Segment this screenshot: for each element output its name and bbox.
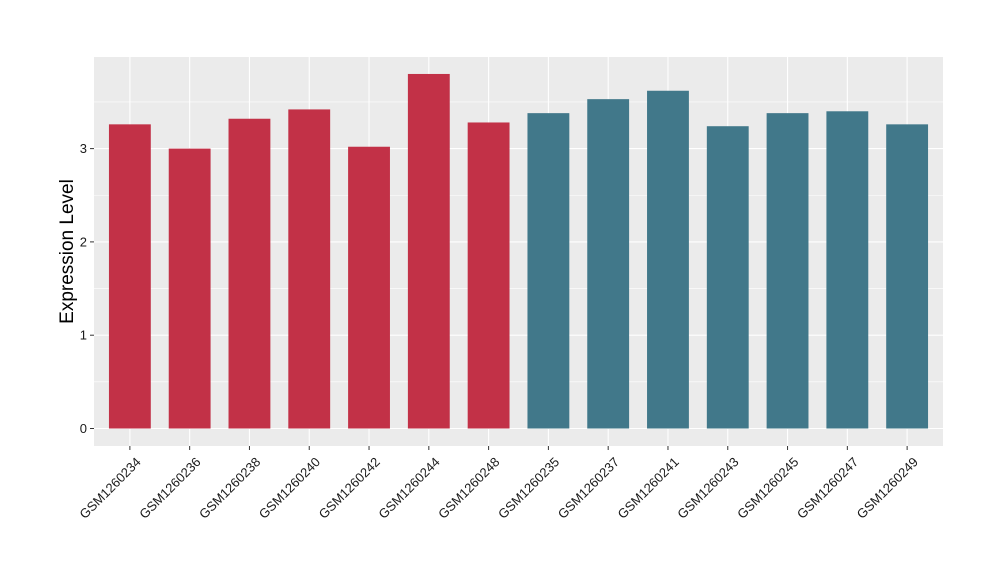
bar-GSM1260249	[886, 124, 929, 429]
bar-GSM1260240	[288, 109, 331, 429]
x-tick-label: GSM1260238	[196, 454, 263, 521]
x-tick-label: GSM1260244	[375, 454, 442, 521]
bar-GSM1260245	[766, 113, 809, 429]
bars	[108, 73, 929, 429]
x-tick-label: GSM1260245	[734, 454, 801, 521]
bar-GSM1260244	[407, 73, 450, 429]
x-tick-label: GSM1260242	[316, 454, 383, 521]
plot-panel	[94, 57, 943, 446]
bar-GSM1260238	[228, 118, 271, 429]
bar-GSM1260242	[348, 146, 390, 429]
y-tick-label: 0	[80, 421, 87, 436]
x-tick-label: GSM1260235	[495, 454, 562, 521]
bar-GSM1260235	[527, 113, 570, 429]
bar-GSM1260237	[587, 99, 630, 429]
x-tick-label: GSM1260234	[76, 454, 143, 521]
x-tick-label: GSM1260248	[435, 454, 502, 521]
x-axis: GSM1260234GSM1260236GSM1260238GSM1260240…	[76, 446, 921, 522]
bar-GSM1260241	[647, 90, 689, 429]
bar-GSM1260243	[706, 126, 749, 429]
y-axis: 0 1 2 3	[80, 141, 94, 436]
y-tick-label: 1	[80, 328, 87, 343]
bar-GSM1260247	[826, 111, 869, 429]
x-tick-label: GSM1260241	[615, 454, 682, 521]
x-tick-label: GSM1260236	[136, 454, 203, 521]
bar-GSM1260248	[467, 122, 510, 429]
bar-GSM1260236	[168, 148, 211, 429]
x-tick-label: GSM1260247	[794, 454, 861, 521]
x-tick-label: GSM1260249	[854, 454, 921, 521]
x-tick-label: GSM1260243	[674, 454, 741, 521]
x-tick-label: GSM1260240	[256, 454, 323, 521]
x-tick-label: GSM1260237	[555, 454, 622, 521]
bar-GSM1260234	[108, 124, 151, 429]
y-axis-label: Expression Level	[57, 179, 78, 324]
y-tick-label: 3	[80, 141, 87, 156]
y-tick-label: 2	[80, 234, 87, 249]
